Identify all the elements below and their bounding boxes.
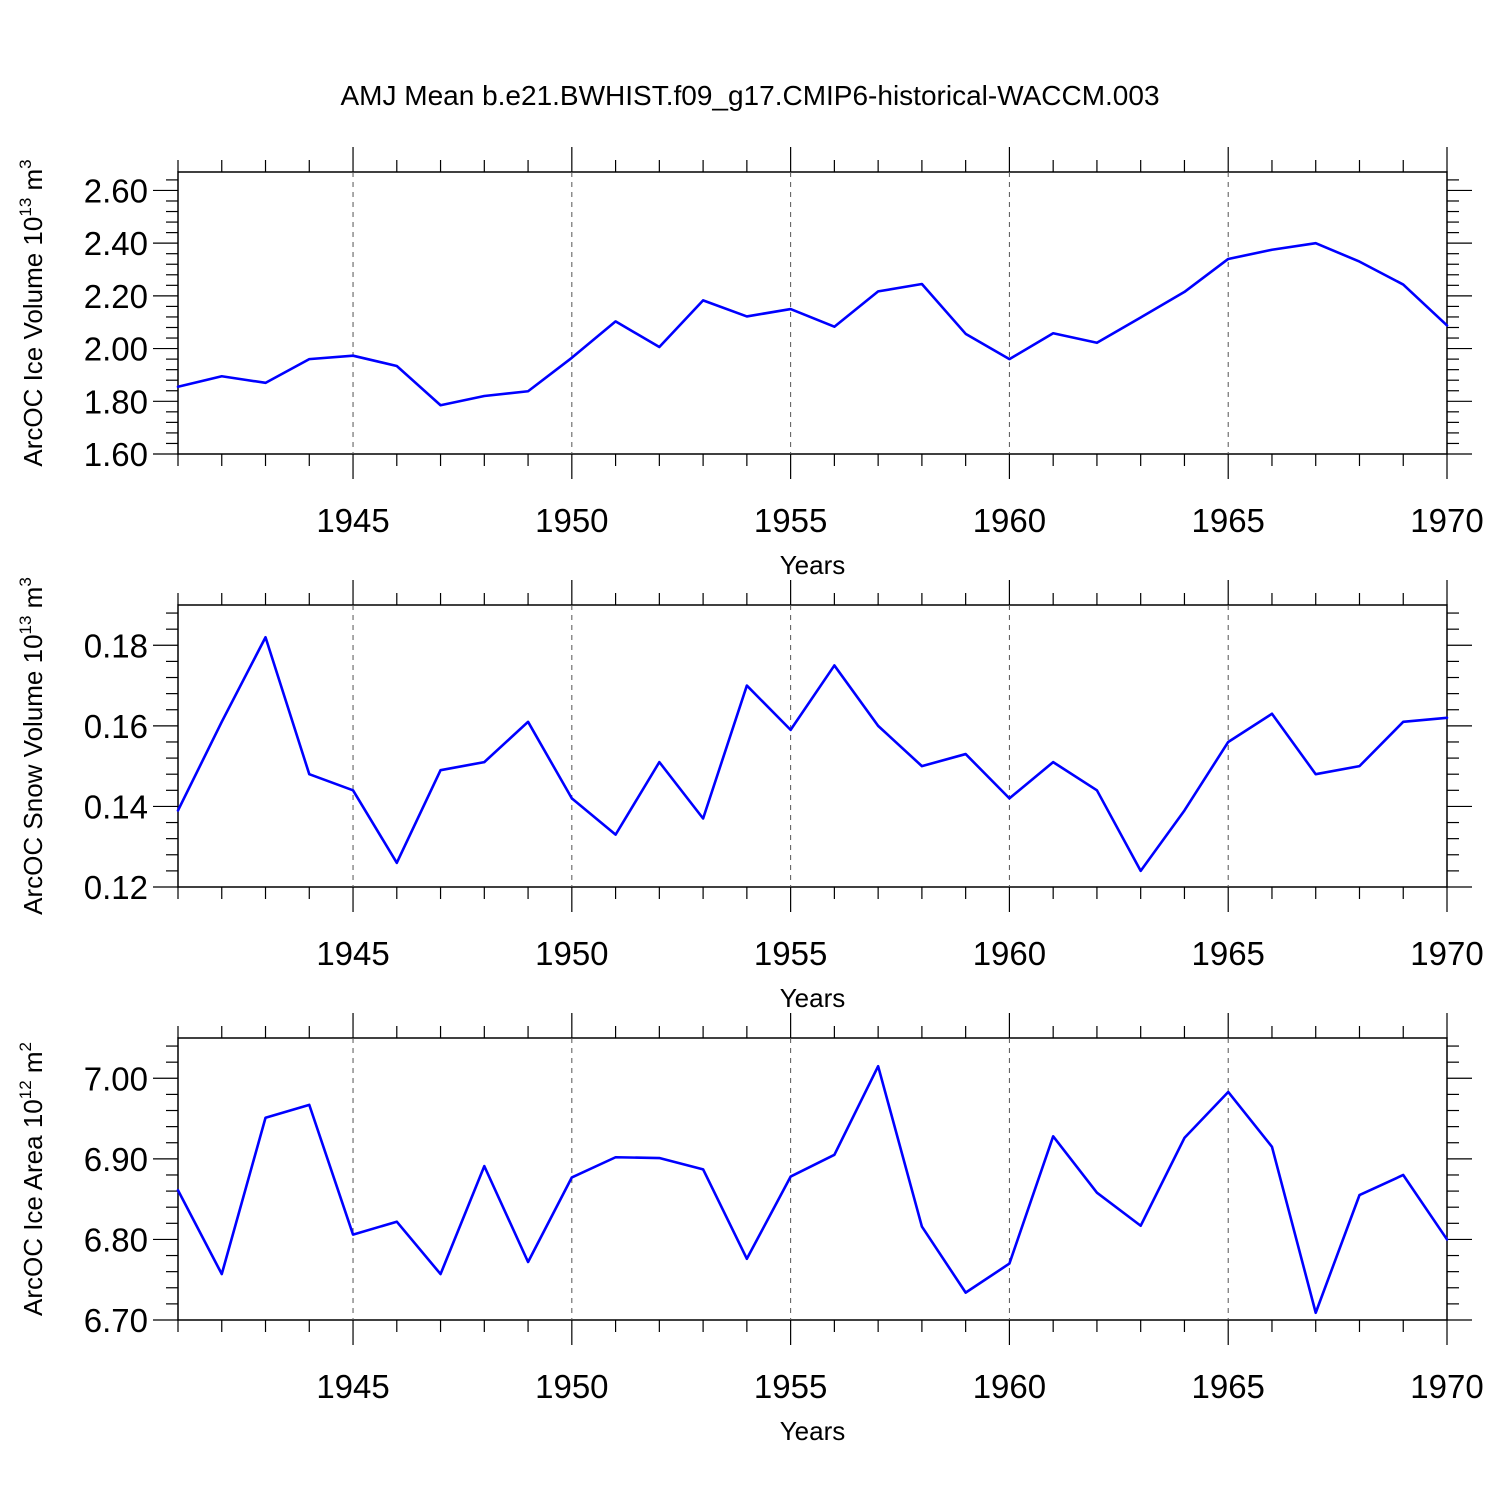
y-axis-label-superscript: 2 (16, 1042, 35, 1051)
x-tick-label: 1965 (1191, 1368, 1264, 1405)
y-axis-label-superscript: 3 (16, 577, 35, 586)
y-tick-label: 1.80 (84, 383, 148, 420)
y-axis-label-part: ArcOC Ice Area 10 (18, 1099, 48, 1316)
x-tick-label: 1960 (973, 935, 1046, 972)
x-tick-label: 1960 (973, 502, 1046, 539)
y-tick-label: 7.00 (84, 1060, 148, 1097)
y-axis-label-part: ArcOC Ice Volume 10 (18, 217, 48, 467)
x-tick-label: 1955 (754, 502, 827, 539)
x-axis-label: Years (780, 983, 846, 1013)
y-axis-label-superscript: 3 (16, 159, 35, 168)
x-tick-label: 1970 (1410, 935, 1483, 972)
x-tick-label: 1970 (1410, 502, 1483, 539)
y-tick-label: 1.60 (84, 436, 148, 473)
y-axis-label-superscript: 13 (16, 198, 35, 217)
x-tick-label: 1945 (316, 502, 389, 539)
x-tick-label: 1970 (1410, 1368, 1483, 1405)
y-axis-label: ArcOC Ice Volume 1013 m3 (16, 159, 48, 466)
y-axis-label-superscript: 13 (16, 616, 35, 635)
x-tick-label: 1945 (316, 1368, 389, 1405)
x-tick-label: 1950 (535, 1368, 608, 1405)
y-tick-label: 6.70 (84, 1302, 148, 1339)
series-line-ice-area (176, 1064, 1449, 1315)
x-tick-label: 1965 (1191, 502, 1264, 539)
y-axis-label-part: m (18, 1051, 48, 1080)
y-tick-label: 0.18 (84, 627, 148, 664)
y-tick-label: 0.14 (84, 788, 148, 825)
x-tick-label: 1960 (973, 1368, 1046, 1405)
x-tick-label: 1950 (535, 935, 608, 972)
x-tick-label: 1945 (316, 935, 389, 972)
y-tick-label: 2.20 (84, 278, 148, 315)
plot-frame (177, 171, 1448, 455)
y-tick-label: 6.90 (84, 1141, 148, 1178)
figure-title: AMJ Mean b.e21.BWHIST.f09_g17.CMIP6-hist… (340, 80, 1159, 111)
y-axis-label: ArcOC Snow Volume 1013 m3 (16, 577, 48, 915)
chart-panel-3: 6.70 6.80 6.90 7.00 1945 1950 1955 1960 1965 1970… (16, 1013, 1484, 1446)
y-axis-label-part: m (18, 169, 48, 198)
x-tick-label: 1950 (535, 502, 608, 539)
y-tick-label: 2.60 (84, 172, 148, 209)
plot-frame (177, 1037, 1448, 1321)
x-axis-label: Years (780, 550, 846, 580)
y-axis-label-part: m (18, 587, 48, 616)
y-axis-label-superscript: 12 (16, 1080, 35, 1099)
panels-container: 1.60 1.80 2.00 2.20 2.40 2.60 1945 1950 1955 1960… (16, 147, 1484, 1446)
series-line-snow-volume (176, 635, 1449, 873)
y-tick-label: 2.00 (84, 331, 148, 368)
y-tick-label: 2.40 (84, 225, 148, 262)
series-line-ice-volume (176, 241, 1449, 407)
y-axis-label-part: ArcOC Snow Volume 10 (18, 634, 48, 914)
chart-panel-2: 0.12 0.14 0.16 0.18 1945 1950 1955 1960 1965 1970… (16, 577, 1484, 1013)
x-tick-label: 1955 (754, 935, 827, 972)
x-axis-label: Years (780, 1416, 846, 1446)
x-tick-label: 1955 (754, 1368, 827, 1405)
y-tick-label: 0.12 (84, 869, 148, 906)
y-tick-label: 6.80 (84, 1221, 148, 1258)
plot-frame (177, 604, 1448, 888)
y-tick-label: 0.16 (84, 708, 148, 745)
y-axis-label: ArcOC Ice Area 1012 m2 (16, 1042, 48, 1316)
chart-panel-1: 1.60 1.80 2.00 2.20 2.40 2.60 1945 1950 1955 1960… (16, 147, 1484, 580)
x-tick-label: 1965 (1191, 935, 1264, 972)
